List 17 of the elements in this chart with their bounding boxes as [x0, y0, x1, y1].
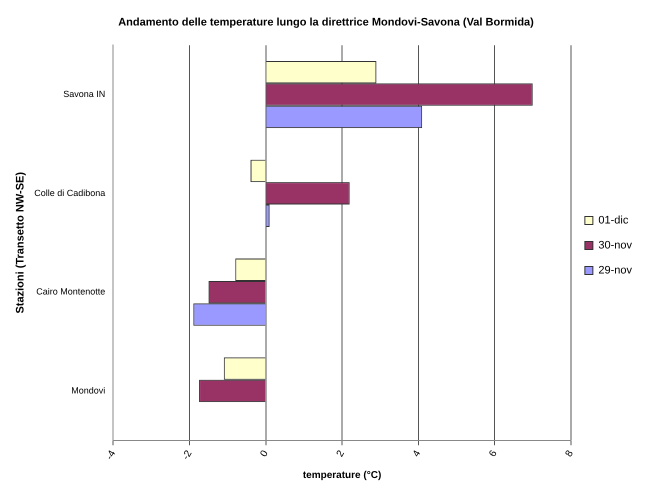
x-tick-label: 8	[564, 448, 576, 459]
x-tick-label: 6	[487, 448, 500, 459]
chart-title: Andamento delle temperature lungo la direttrice Mondovi-Savona (Val Bormida)	[118, 16, 534, 29]
y-axis-title: Stazioni (Transetto NW-SE)	[14, 172, 27, 314]
x-tick-label: -4	[104, 448, 118, 462]
y-tick-label: Mondovi	[71, 385, 106, 396]
y-tick-label: Savona IN	[63, 89, 106, 100]
x-tick-label: -2	[180, 448, 195, 462]
legend-label: 01-dic	[598, 214, 629, 227]
x-tick-label: 2	[334, 448, 348, 459]
x-tick-label: 4	[411, 448, 424, 459]
y-tick-label: Cairo Montenotte	[36, 286, 106, 297]
y-tick-label: Colle di Cadibona	[34, 188, 106, 198]
legend-label: 30-nov	[598, 240, 632, 252]
x-tick-label: 0	[258, 448, 271, 459]
x-axis-title: temperature (°C)	[302, 470, 382, 481]
legend-label: 29-nov	[598, 264, 632, 277]
